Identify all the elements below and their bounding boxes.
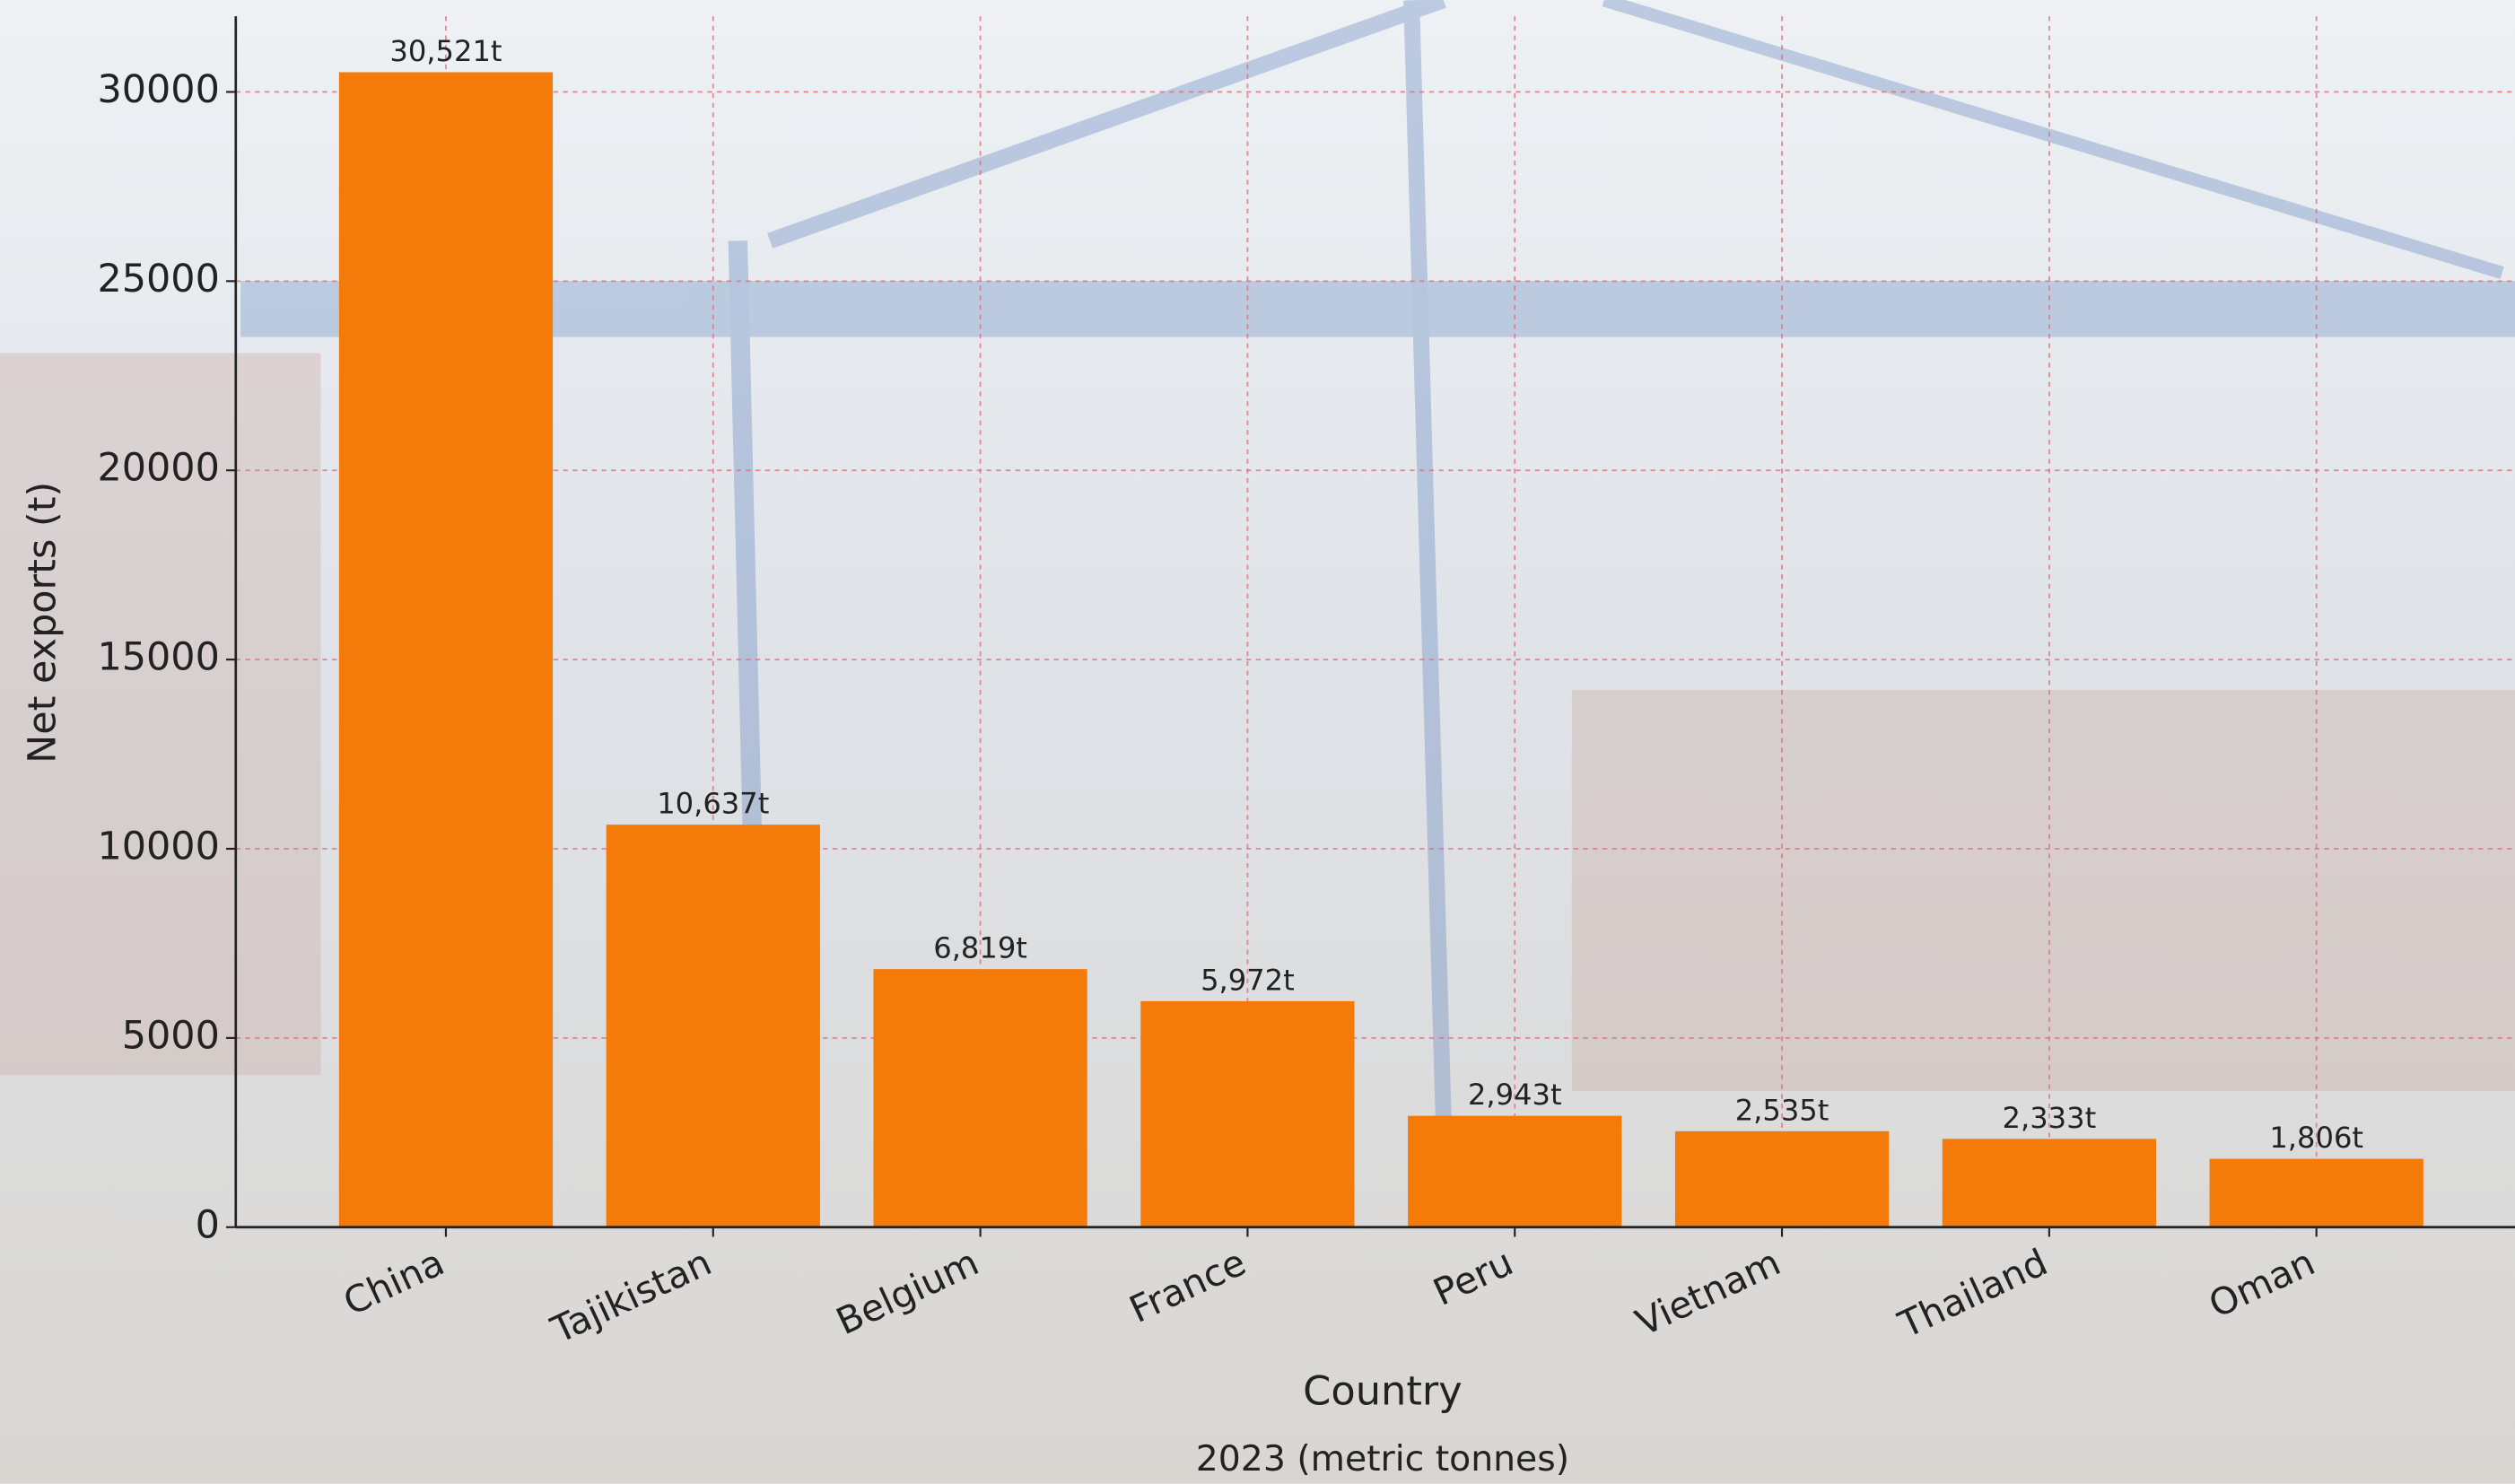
bar <box>1140 1000 1355 1227</box>
y-axis-label: Net exports (t) <box>21 482 65 764</box>
x-axis-label: Country <box>1303 1368 1463 1415</box>
y-tick-label: 5000 <box>122 1013 220 1058</box>
value-label: 1,806t <box>2269 1121 2363 1155</box>
y-tick-label: 15000 <box>97 635 219 680</box>
y-tick-label: 10000 <box>97 824 219 869</box>
value-label: 2,943t <box>1468 1078 1562 1112</box>
bar <box>606 825 820 1227</box>
bar <box>2209 1158 2423 1227</box>
y-tick-label: 25000 <box>97 257 219 301</box>
bar <box>338 72 554 1227</box>
bar <box>1942 1139 2157 1227</box>
value-label: 5,972t <box>1201 963 1295 997</box>
background-scene <box>0 0 2515 1123</box>
y-tick-label: 30000 <box>97 67 219 112</box>
value-label: 2,535t <box>1735 1093 1829 1127</box>
bar <box>873 969 1087 1227</box>
bar <box>1674 1130 1890 1227</box>
value-label: 6,819t <box>933 931 1027 965</box>
value-label: 30,521t <box>389 34 502 68</box>
y-tick-label: 20000 <box>97 446 219 491</box>
y-tick-label: 0 <box>196 1202 220 1247</box>
value-label: 10,637t <box>657 787 769 821</box>
bars <box>338 72 2423 1227</box>
subtitle: 2023 (metric tonnes) <box>1196 1439 1569 1480</box>
value-label: 2,333t <box>2003 1101 2097 1135</box>
bar <box>1408 1115 1622 1227</box>
